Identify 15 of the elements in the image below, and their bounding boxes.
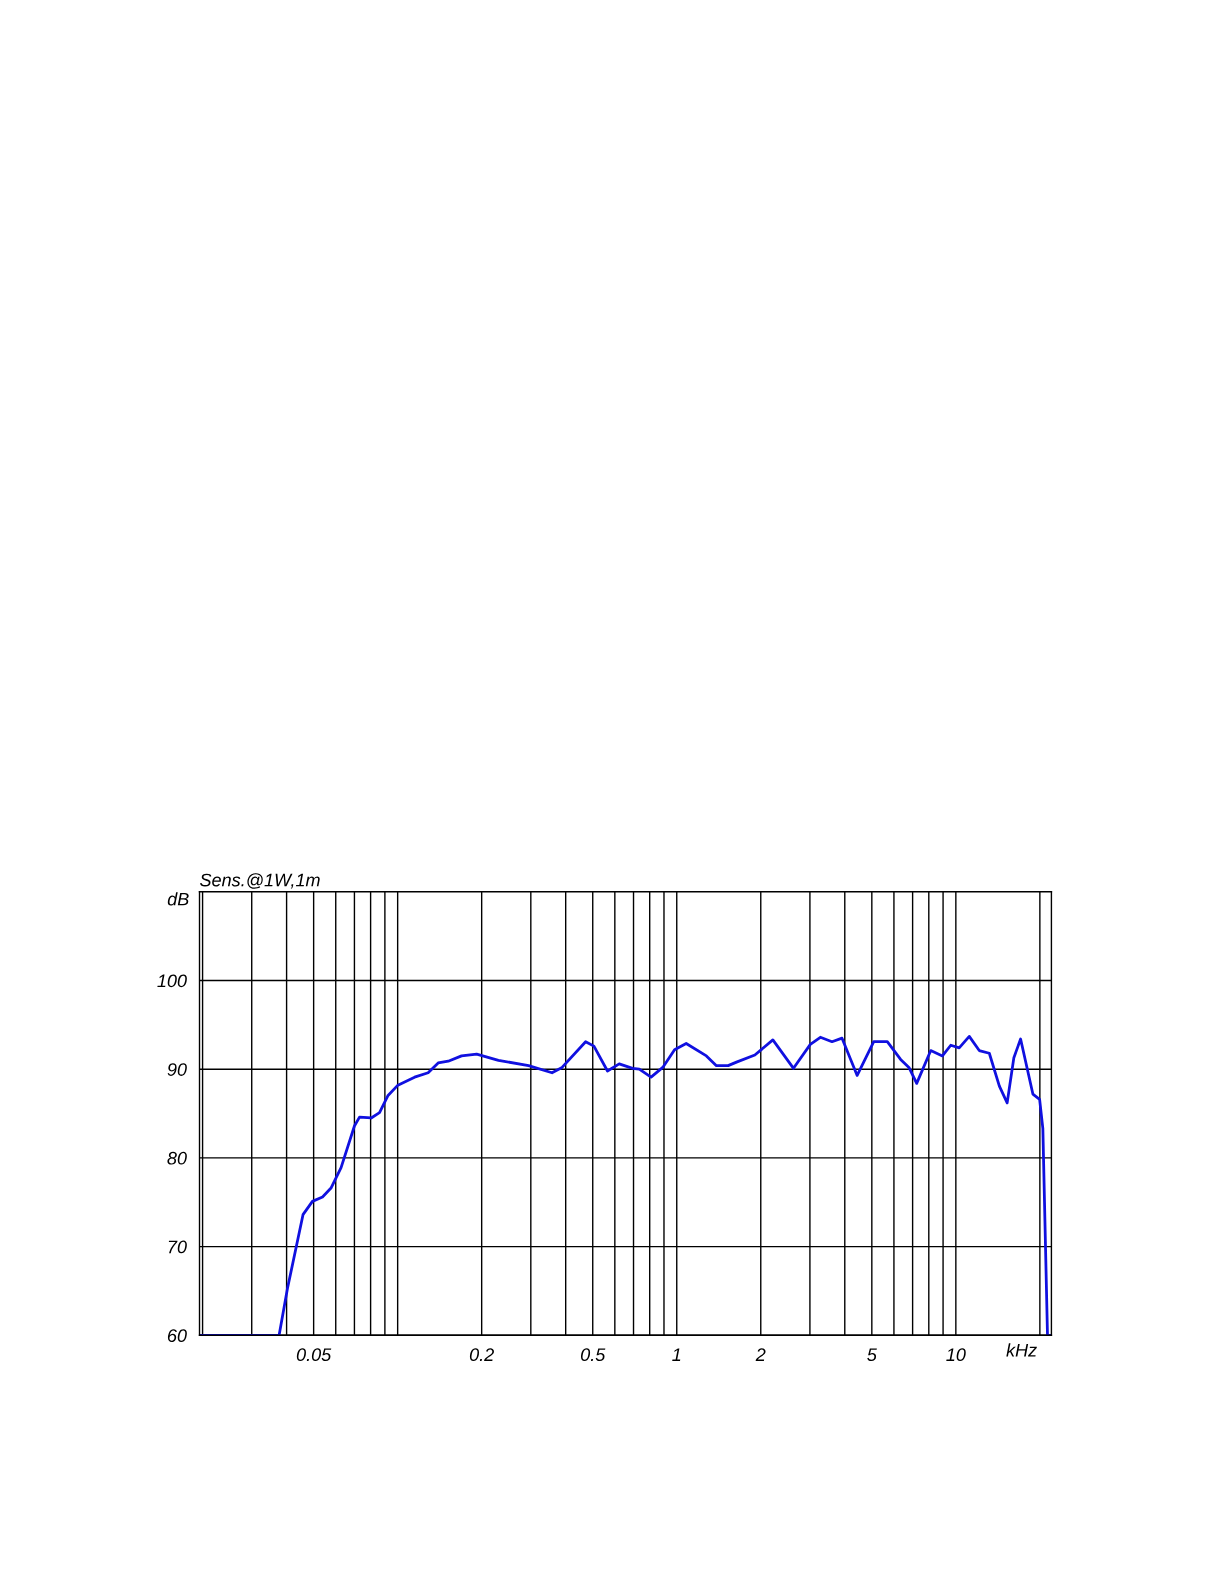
x-tick-label: 0.2 [469, 1348, 494, 1362]
chart-title: Sens.@1W,1m [200, 873, 320, 889]
y-tick-label: 100 [157, 974, 187, 988]
x-tick-label: 0.05 [296, 1348, 332, 1362]
x-tick-label: 1 [672, 1348, 681, 1361]
x-axis-title: kHz [1006, 1343, 1037, 1357]
x-tick-label: 2 [755, 1348, 766, 1361]
y-tick-label: 60 [167, 1329, 187, 1343]
x-tick-label: 0.5 [580, 1348, 606, 1362]
y-tick-label: 70 [168, 1240, 187, 1254]
y-tick-label: 80 [167, 1151, 187, 1165]
x-tick-label: 10 [946, 1348, 966, 1362]
y-axis-title: dB [167, 892, 189, 906]
y-tick-label: 90 [167, 1063, 187, 1076]
x-tick-label: 5 [867, 1348, 877, 1362]
